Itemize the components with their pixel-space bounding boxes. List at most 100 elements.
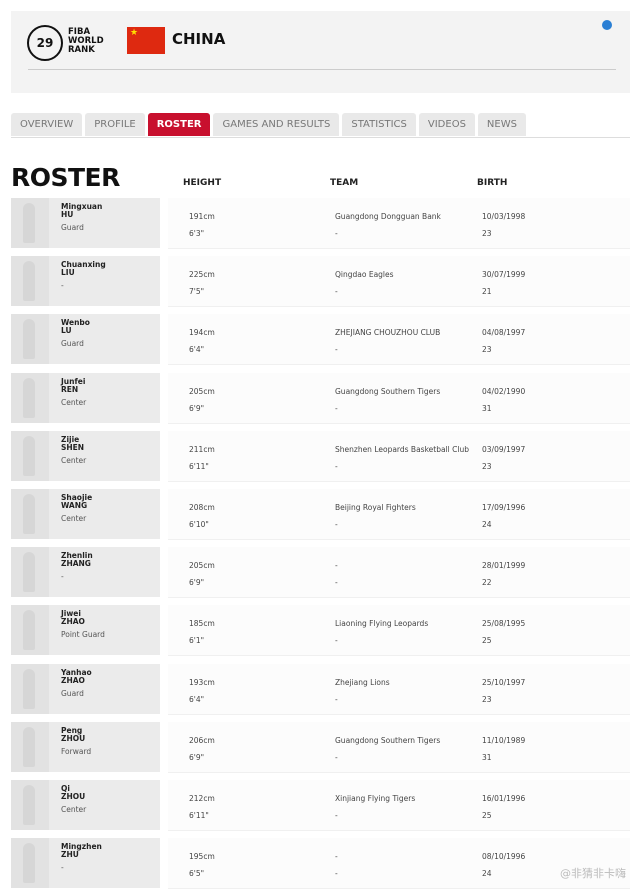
table-row[interactable]: Junfei REN Center 205cm 6'9" Guangdong So… (11, 372, 630, 424)
player-card[interactable]: Peng ZHOU Forward (11, 721, 160, 772)
team-secondary: - (335, 869, 338, 879)
first-name[interactable]: Shaojie (61, 493, 93, 502)
last-name[interactable]: ZHANG (61, 559, 91, 569)
age: 21 (482, 287, 492, 297)
last-name[interactable]: ZHU (61, 850, 79, 860)
first-name[interactable]: Yanhao (61, 667, 92, 677)
player-name[interactable]: Chuanxing LIU (61, 261, 106, 277)
player-photo (11, 372, 49, 423)
player-name[interactable]: Zijie SHEN (61, 434, 85, 452)
last-name[interactable]: SHEN (61, 442, 85, 452)
player-card[interactable]: Chuanxing LIU - (11, 256, 160, 307)
table-row[interactable]: Mingzhen ZHU - 195cm 6'5" - - 08/10/1996 … (11, 838, 630, 890)
world-rank-label: FIBA WORLD RANK (68, 28, 118, 55)
first-name[interactable]: Mingzhen (61, 842, 102, 852)
height-ft: 6'9" (189, 752, 205, 762)
player-name[interactable]: Jiwei ZHAO (61, 610, 85, 626)
player-name[interactable]: Wenbo LU (61, 319, 90, 335)
table-row[interactable]: Qi ZHOU Center 212cm 6'11" Xinjiang Flyin… (11, 780, 630, 831)
player-card[interactable]: Jiwei ZHAO Point Guard (11, 605, 160, 656)
player-name[interactable]: Zhenlin ZHANG (61, 552, 93, 568)
first-name[interactable]: Jiwei (61, 609, 81, 619)
team-secondary: - (335, 811, 338, 820)
birth-date: 08/10/1996 (482, 852, 526, 862)
birth-date: 04/08/1997 (482, 328, 526, 338)
table-row[interactable]: Mingxuan HU Guard 191cm 6'3" Guangdong Do… (11, 198, 630, 249)
player-details: 191cm 6'3" Guangdong Dongguan Bank - 10/… (168, 198, 630, 249)
player-name[interactable]: Qi ZHOU (61, 785, 85, 801)
player-card[interactable]: Zhenlin ZHANG - (11, 547, 160, 598)
player-position: - (61, 863, 64, 873)
player-details: 185cm 6'1" Liaoning Flying Leopards - 25… (168, 605, 630, 657)
table-row[interactable]: Peng ZHOU Forward 206cm 6'9" Guangdong So… (11, 721, 630, 773)
last-name[interactable]: ZHOU (61, 733, 86, 743)
player-card[interactable]: Junfei REN Center (11, 372, 160, 423)
team-name: - (335, 852, 338, 862)
first-name[interactable]: Wenbo (61, 318, 90, 328)
last-name[interactable]: ZHOU (61, 792, 86, 801)
age: 31 (482, 403, 492, 413)
last-name[interactable]: ZHAO (61, 617, 85, 627)
first-name[interactable]: Qi (61, 784, 70, 793)
table-row[interactable]: Jiwei ZHAO Point Guard 185cm 6'1" Liaonin… (11, 605, 630, 657)
table-row[interactable]: Zijie SHEN Center 211cm 6'11" Shenzhen Le… (11, 430, 630, 482)
table-row[interactable]: Shaojie WANG Center 208cm 6'10" Beijing R… (11, 489, 630, 540)
player-name[interactable]: Yanhao ZHAO (61, 667, 92, 685)
player-position: Center (61, 455, 87, 465)
player-details: 225cm 7'5" Qingdao Eagles - 30/07/1999 2… (168, 256, 630, 308)
tab-games-and-results[interactable]: GAMES AND RESULTS (213, 113, 340, 136)
player-photo (11, 547, 49, 598)
height-ft: 6'9" (189, 578, 205, 588)
watermark: @非猜非卡嗨 (560, 867, 626, 880)
tab-videos[interactable]: VIDEOS (418, 113, 475, 136)
tab-roster[interactable]: ROSTER (147, 113, 211, 136)
player-name[interactable]: Junfei REN (61, 376, 86, 394)
player-card[interactable]: Zijie SHEN Center (11, 430, 160, 481)
birth-date: 16/01/1996 (482, 794, 526, 803)
first-name[interactable]: Chuanxing (61, 260, 106, 270)
team-secondary: - (335, 345, 338, 355)
last-name[interactable]: HU (61, 210, 74, 219)
first-name[interactable]: Junfei (61, 376, 86, 386)
player-name[interactable]: Peng ZHOU (61, 725, 86, 743)
player-details: 193cm 6'4" Zhejiang Lions - 25/10/1997 2… (168, 663, 630, 715)
last-name[interactable]: ZHAO (61, 675, 85, 685)
last-name[interactable]: LIU (61, 268, 75, 278)
first-name[interactable]: Peng (61, 725, 83, 735)
team-name: Xinjiang Flying Tigers (335, 794, 416, 803)
player-name[interactable]: Mingxuan HU (61, 203, 102, 219)
tab-news[interactable]: NEWS (477, 113, 526, 136)
height-ft: 6'5" (189, 869, 205, 879)
globe-icon[interactable] (602, 20, 612, 30)
table-row[interactable]: Chuanxing LIU - 225cm 7'5" Qingdao Eagles… (11, 256, 630, 308)
player-photo (11, 489, 49, 539)
last-name[interactable]: REN (61, 384, 79, 394)
tab-profile[interactable]: PROFILE (85, 113, 145, 136)
birth-date: 11/10/1989 (482, 735, 526, 745)
age: 24 (482, 520, 492, 529)
player-card[interactable]: Mingzhen ZHU - (11, 838, 160, 889)
age: 31 (482, 752, 492, 762)
table-row[interactable]: Yanhao ZHAO Guard 193cm 6'4" Zhejiang Lio… (11, 663, 630, 715)
player-card[interactable]: Wenbo LU Guard (11, 314, 160, 365)
world-rank-badge: 29 (27, 25, 63, 61)
first-name[interactable]: Zhenlin (61, 551, 93, 561)
china-flag-icon: ★ (127, 27, 165, 54)
player-position: Guard (61, 223, 84, 232)
table-row[interactable]: Wenbo LU Guard 194cm 6'4" ZHEJIANG CHOUZH… (11, 314, 630, 366)
first-name[interactable]: Zijie (61, 434, 80, 444)
player-card[interactable]: Qi ZHOU Center (11, 780, 160, 830)
height-ft: 6'10" (189, 520, 209, 529)
table-row[interactable]: Zhenlin ZHANG - 205cm 6'9" - - 28/01/1999… (11, 547, 630, 599)
first-name[interactable]: Mingxuan (61, 202, 103, 211)
player-card[interactable]: Shaojie WANG Center (11, 489, 160, 539)
player-name[interactable]: Mingzhen ZHU (61, 843, 102, 859)
player-card[interactable]: Yanhao ZHAO Guard (11, 663, 160, 714)
last-name[interactable]: LU (61, 326, 72, 336)
player-name[interactable]: Shaojie WANG (61, 494, 92, 510)
tab-overview[interactable]: OVERVIEW (11, 113, 83, 136)
last-name[interactable]: WANG (61, 501, 88, 510)
player-photo (11, 314, 49, 365)
tab-statistics[interactable]: STATISTICS (342, 113, 416, 136)
player-card[interactable]: Mingxuan HU Guard (11, 198, 160, 248)
